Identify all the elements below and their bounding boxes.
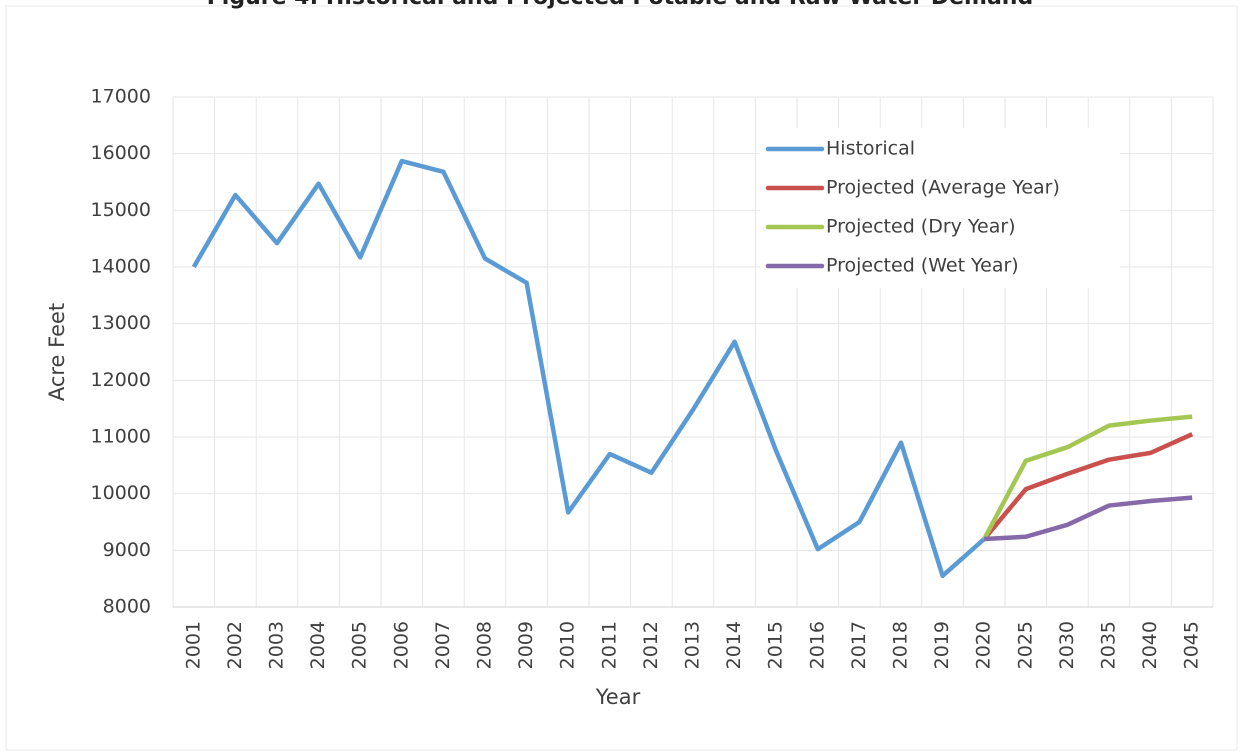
x-tick-label: 2007 — [432, 621, 454, 669]
y-tick-label: 13000 — [91, 312, 151, 334]
x-tick-label: 2005 — [349, 621, 371, 669]
x-tick-label: 2019 — [931, 621, 953, 669]
x-tick-label: 2008 — [474, 621, 496, 669]
x-tick-label: 2009 — [515, 621, 537, 669]
y-tick-label: 17000 — [91, 86, 151, 108]
y-axis-label: Acre Feet — [45, 303, 69, 401]
x-tick-label: 2001 — [182, 621, 204, 669]
x-tick-label: 2017 — [848, 621, 870, 669]
y-tick-label: 15000 — [91, 199, 151, 221]
x-tick-label: 2020 — [973, 621, 995, 669]
x-tick-label: 2015 — [765, 621, 787, 669]
x-axis-label: Year — [595, 685, 641, 709]
x-tick-label: 2006 — [390, 621, 412, 669]
x-tick-label: 2030 — [1056, 621, 1078, 669]
x-tick-label: 2010 — [557, 621, 579, 669]
legend-label: Projected (Dry Year) — [826, 216, 1016, 238]
legend-background — [760, 128, 1120, 288]
y-tick-label: 8000 — [103, 596, 151, 618]
legend-label: Projected (Wet Year) — [826, 255, 1019, 277]
y-tick-label: 10000 — [91, 482, 151, 504]
y-tick-label: 14000 — [91, 256, 151, 278]
y-tick-label: 12000 — [91, 369, 151, 391]
x-tick-label: 2045 — [1181, 621, 1203, 669]
x-tick-label: 2002 — [224, 621, 246, 669]
x-tick-label: 2035 — [1098, 621, 1120, 669]
x-tick-label: 2011 — [598, 621, 620, 669]
chart-title: Figure 4: Historical and Projected Potab… — [207, 0, 1033, 10]
x-tick-label: 2040 — [1139, 621, 1161, 669]
y-tick-label: 9000 — [103, 539, 151, 561]
x-tick-label: 2014 — [723, 621, 745, 669]
y-tick-label: 11000 — [91, 426, 151, 448]
x-tick-label: 2012 — [640, 621, 662, 669]
x-tick-label: 2013 — [682, 621, 704, 669]
series-line — [982, 414, 1193, 541]
series-line — [191, 158, 986, 579]
x-tick-label: 2003 — [266, 621, 288, 669]
x-tick-label: 2016 — [806, 621, 828, 669]
chart-frame — [5, 5, 1238, 751]
series-line — [982, 432, 1194, 541]
legend-label: Historical — [826, 138, 915, 160]
y-tick-label: 16000 — [91, 142, 151, 164]
x-tick-label: 2018 — [890, 621, 912, 669]
x-tick-label: 2025 — [1014, 621, 1036, 669]
x-tick-label: 2004 — [307, 621, 329, 669]
series-line — [984, 495, 1193, 542]
legend-label: Projected (Average Year) — [826, 177, 1060, 199]
